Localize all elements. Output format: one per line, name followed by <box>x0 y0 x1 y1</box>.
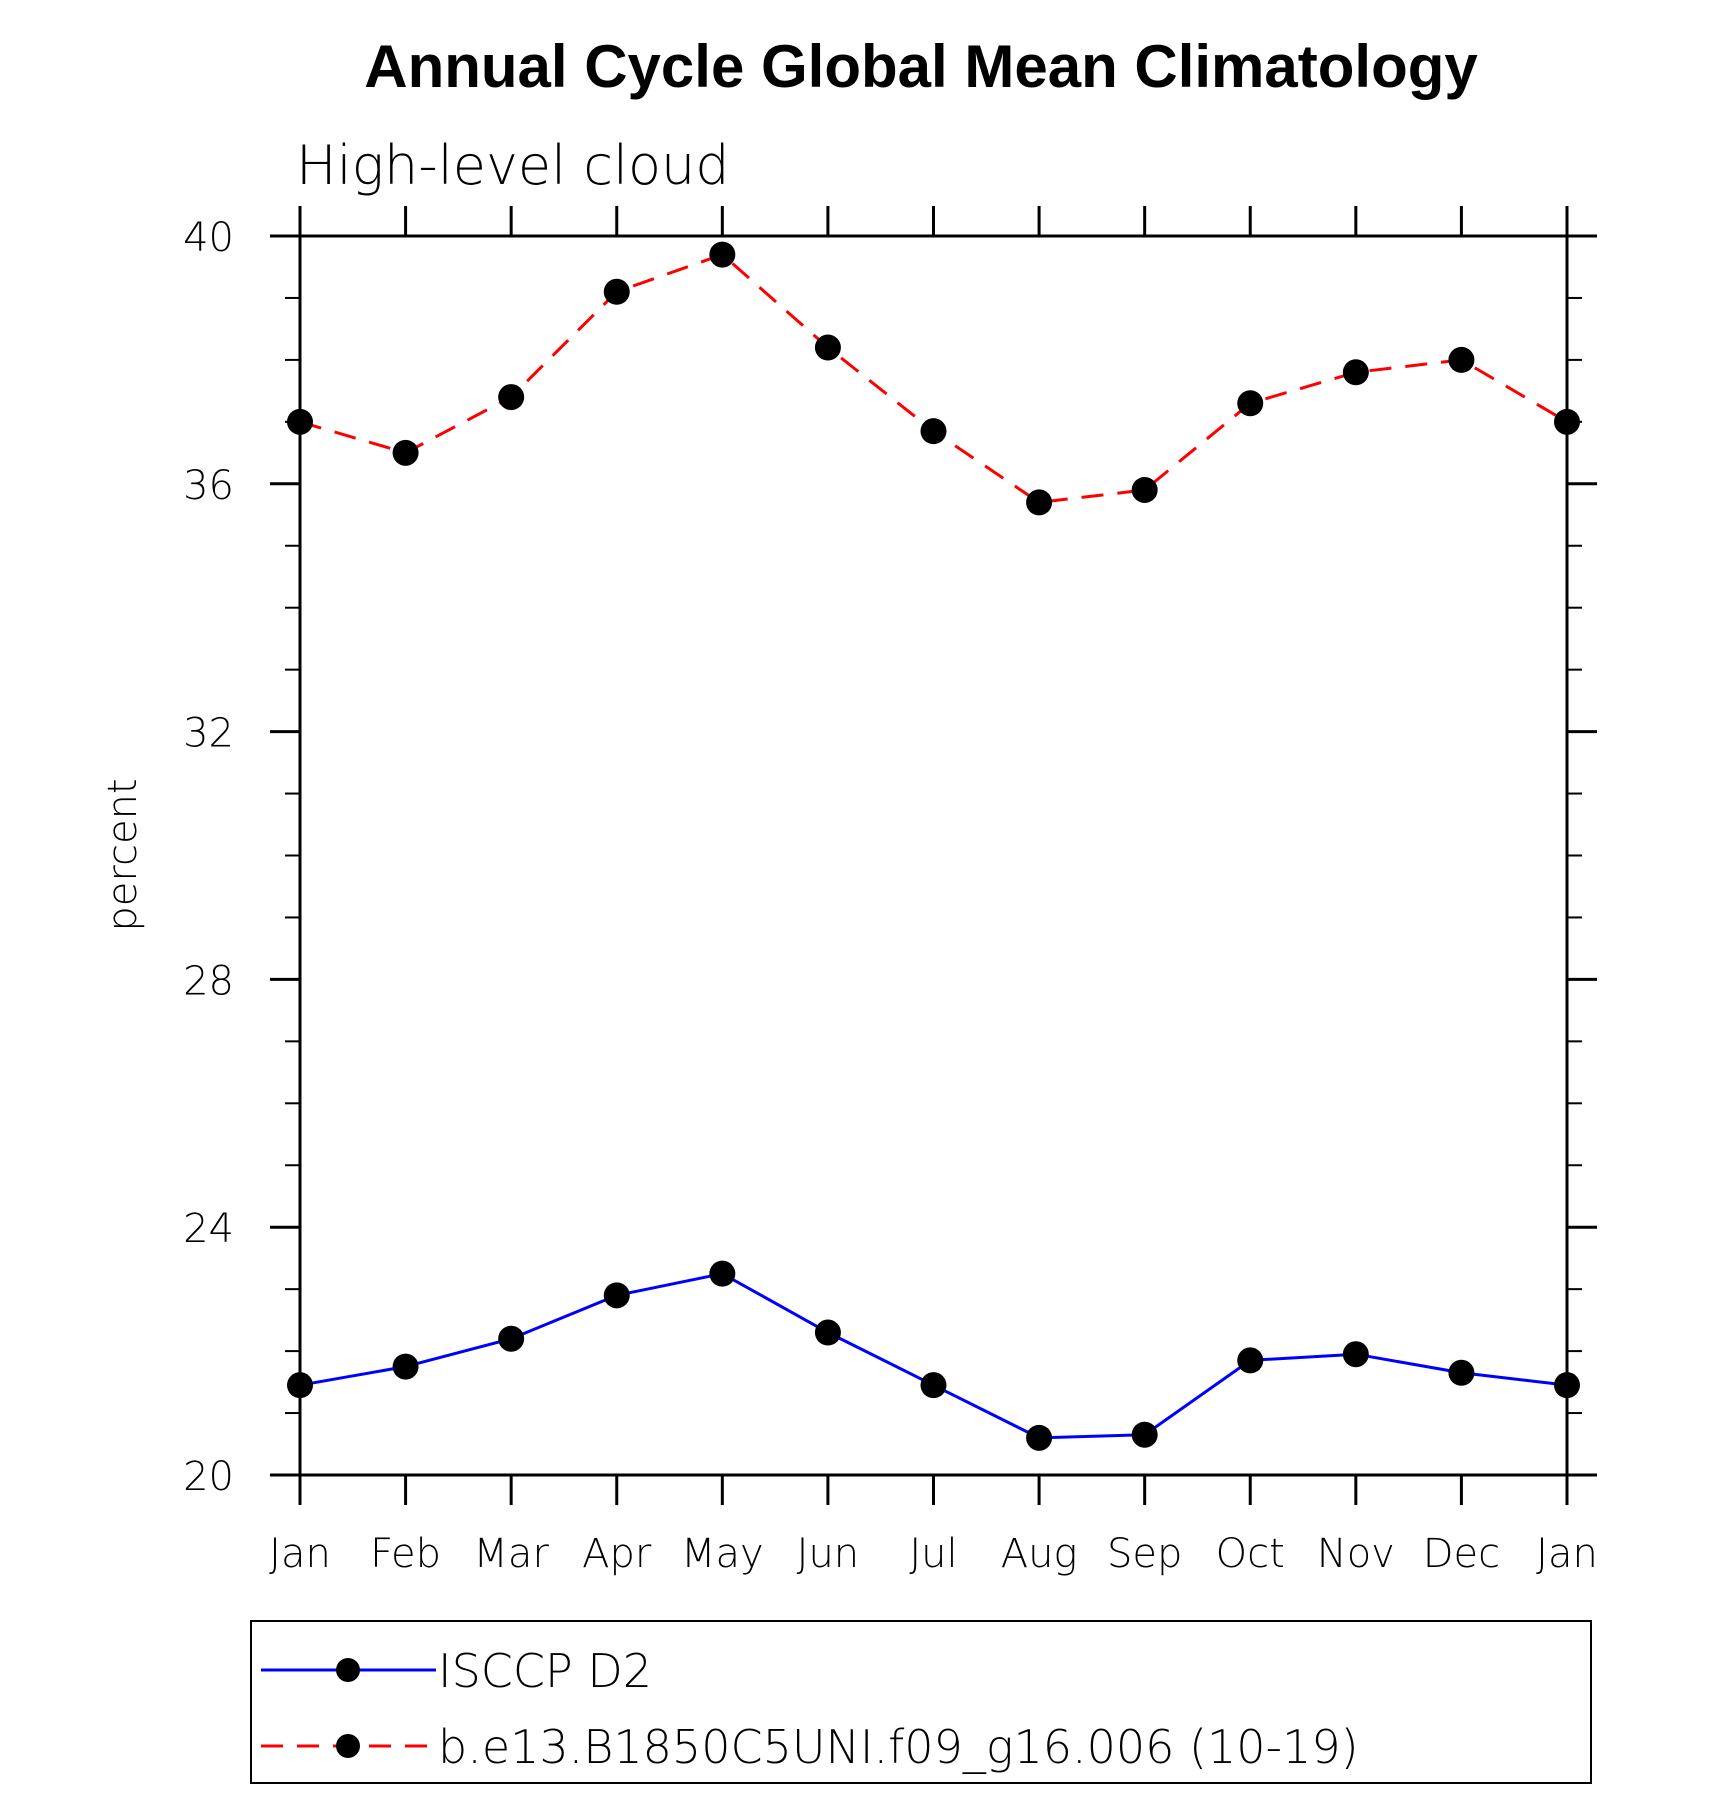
x-tick-label: Feb <box>370 1531 441 1577</box>
data-point <box>709 1260 736 1287</box>
data-point <box>1026 489 1053 516</box>
y-tick-label: 40 <box>183 215 234 261</box>
x-tick-label: Dec <box>1423 1531 1500 1577</box>
x-tick-label: May <box>681 1531 764 1577</box>
data-point <box>920 418 947 445</box>
data-point <box>1131 1421 1158 1448</box>
x-tick-label: Nov <box>1317 1531 1395 1577</box>
y-tick-label: 32 <box>183 711 234 757</box>
x-tick-label: Aug <box>1001 1531 1078 1577</box>
x-tick-label: Mar <box>473 1531 549 1577</box>
series-line-2 <box>299 252 1568 504</box>
chart-title: Annual Cycle Global Mean Climatology <box>364 33 1478 100</box>
data-point <box>814 334 841 361</box>
data-point <box>1237 390 1264 417</box>
y-tick-label: 24 <box>183 1206 234 1252</box>
data-point <box>392 1353 419 1380</box>
data-point <box>1342 359 1369 386</box>
data-point <box>1554 408 1580 435</box>
data-point <box>392 439 419 466</box>
data-point <box>1026 1424 1053 1451</box>
series-markers <box>287 241 1580 1451</box>
legend-label: ISCCP D2 <box>438 1644 652 1698</box>
x-tick-label: Jan <box>269 1531 331 1577</box>
x-tick-label: Jan <box>1536 1531 1598 1577</box>
data-point <box>1448 1359 1475 1386</box>
data-point <box>603 278 630 305</box>
data-point <box>287 408 313 435</box>
axis-ticks <box>270 206 1597 1505</box>
data-point <box>498 384 525 411</box>
y-axis-label: percent <box>100 778 146 931</box>
data-point <box>287 1372 313 1399</box>
y-tick-label: 28 <box>183 958 234 1004</box>
data-point <box>920 1372 947 1399</box>
x-tick-label: Oct <box>1216 1531 1285 1577</box>
data-point <box>814 1319 841 1346</box>
axis-tick-labels: Jan Feb Mar Apr May Jun Jul Aug Sep Oct Nov Dec Jan 2… <box>183 215 1598 1577</box>
legend-label: b.e13.B1850C5UNI.f09_g16.006 (10-19) <box>438 1720 1359 1774</box>
y-tick-label: 36 <box>183 463 234 509</box>
data-point <box>1131 476 1158 503</box>
x-tick-label: Jul <box>909 1531 957 1577</box>
data-point <box>1554 1372 1580 1399</box>
chart-subtitle: High-level cloud <box>296 134 730 197</box>
data-point <box>1448 346 1475 373</box>
legend-marker <box>336 1658 360 1682</box>
data-point <box>1342 1341 1369 1368</box>
series-line-1 <box>299 1272 1568 1440</box>
legend-box <box>250 1620 1592 1784</box>
y-tick-label: 20 <box>183 1454 234 1500</box>
x-tick-label: Apr <box>582 1531 652 1577</box>
x-tick-label: Sep <box>1107 1531 1182 1577</box>
legend: ISCCP D2 b.e13.B1850C5UNI.f09_g16.006 (10… <box>261 1644 1359 1774</box>
data-point <box>498 1325 525 1352</box>
data-point <box>1237 1347 1264 1374</box>
data-point <box>603 1282 630 1309</box>
legend-marker <box>336 1734 360 1758</box>
data-point <box>709 241 736 268</box>
x-tick-label: Jun <box>797 1531 860 1577</box>
